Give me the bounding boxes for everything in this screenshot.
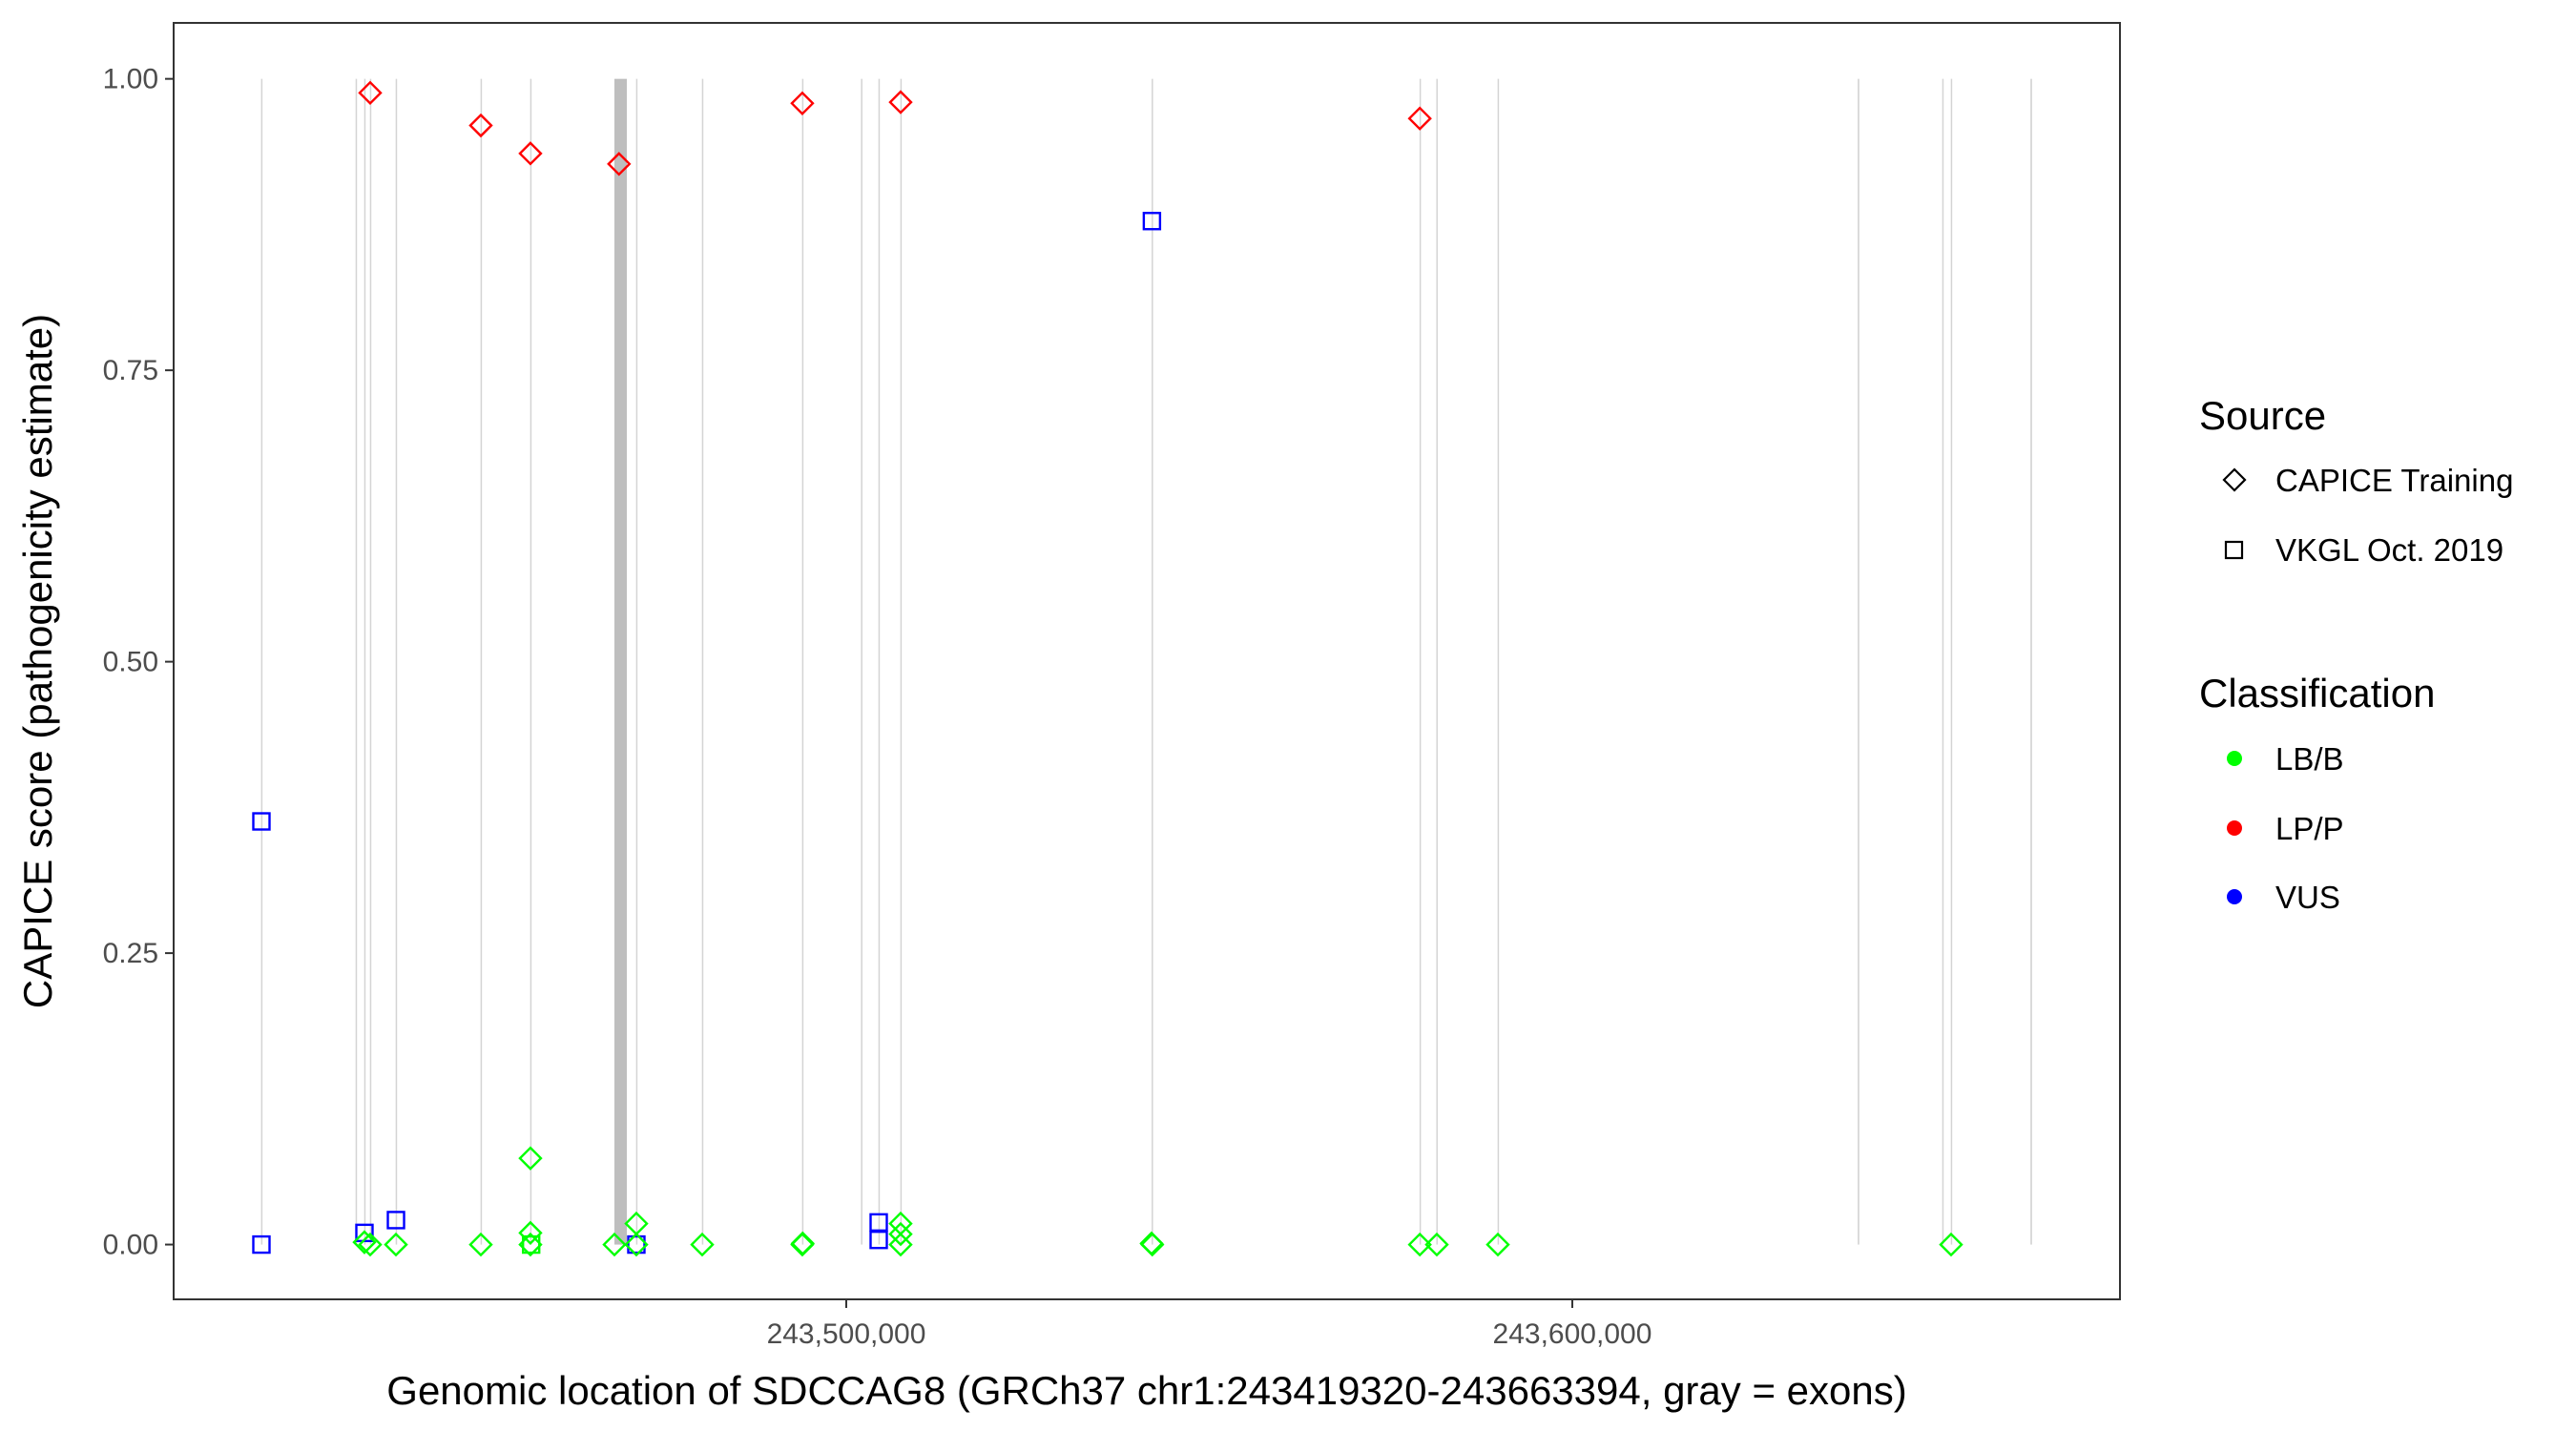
exon-bar: [801, 78, 804, 1245]
point-diamond: [518, 1220, 543, 1246]
y-tick-label: 0.50: [103, 647, 158, 678]
point-diamond: [888, 1232, 913, 1257]
legend-lpp-dot-icon: [2227, 820, 2242, 836]
point-diamond: [384, 1232, 408, 1257]
y-axis-title: CAPICE score (pathogenicity estimate): [15, 314, 60, 1008]
exon-bar: [701, 78, 704, 1245]
legend: Source CAPICE Training VKGL Oct. 2019 Cl…: [2199, 393, 2513, 915]
point-diamond: [1939, 1232, 1963, 1257]
legend-item-capice-training: CAPICE Training: [2275, 463, 2513, 498]
legend-source-title: Source: [2199, 393, 2326, 438]
point-diamond: [624, 1232, 649, 1257]
point-diamond: [1424, 1232, 1449, 1257]
y-tick-label: 1.00: [103, 64, 158, 95]
exon-bar: [1497, 78, 1500, 1245]
exon-bar: [364, 78, 366, 1245]
exon-bar: [1942, 78, 1944, 1245]
point-diamond: [468, 1232, 493, 1257]
exon-bar: [635, 78, 638, 1245]
exon-bar: [1152, 78, 1153, 1245]
exon-bar: [900, 78, 903, 1245]
point-diamond: [690, 1232, 715, 1257]
point-diamond: [518, 1146, 543, 1171]
legend-square-icon: [2224, 540, 2244, 560]
point-square: [522, 1234, 541, 1255]
point-diamond: [602, 1232, 627, 1257]
exon-lines: [260, 78, 2032, 1245]
point-square: [252, 1234, 271, 1255]
point-diamond: [358, 1232, 383, 1257]
legend-item-lbb: LB/B: [2275, 741, 2344, 777]
exon-bar: [878, 78, 881, 1245]
legend-diamond-icon: [2222, 467, 2247, 492]
legend-item-vus: VUS: [2275, 880, 2340, 915]
point-diamond: [1485, 1232, 1510, 1257]
exon-bar: [355, 78, 358, 1245]
exon-bar: [1419, 78, 1422, 1245]
y-tick-label: 0.75: [103, 355, 158, 386]
point-diamond: [518, 141, 543, 166]
exon-bar: [369, 78, 372, 1245]
legend-classification-title: Classification: [2199, 671, 2435, 716]
legend-item-lpp: LP/P: [2275, 811, 2344, 846]
point-square: [386, 1211, 405, 1230]
exon-bar: [1858, 78, 1859, 1245]
point-diamond: [790, 91, 815, 116]
point-diamond: [352, 1230, 377, 1255]
point-diamond: [790, 1231, 816, 1256]
point-square: [252, 812, 271, 831]
exon-bar: [480, 78, 483, 1245]
point-diamond: [1407, 1232, 1432, 1257]
x-tick-label: 243,500,000: [767, 1318, 926, 1350]
x-axis: 243,500,000 243,600,000: [767, 1299, 1652, 1350]
legend-vus-dot-icon: [2227, 889, 2242, 904]
point-square: [627, 1234, 646, 1255]
legend-item-vkgl: VKGL Oct. 2019: [2275, 532, 2503, 568]
point-square: [869, 1213, 888, 1233]
point-diamond: [468, 113, 493, 138]
point-square: [1142, 212, 1162, 231]
exon-bar: [614, 78, 628, 1245]
exon-bar: [861, 78, 862, 1245]
legend-lbb-dot-icon: [2227, 751, 2242, 766]
x-axis-title: Genomic location of SDCCAG8 (GRCh37 chr1…: [386, 1368, 1906, 1413]
point-diamond: [358, 80, 383, 106]
x-tick-label: 243,600,000: [1493, 1318, 1652, 1350]
point-diamond: [888, 1221, 913, 1247]
exon-bar: [2030, 78, 2032, 1245]
exon-bar: [260, 78, 263, 1245]
exon-bar: [1950, 78, 1953, 1245]
point-diamond: [1407, 106, 1432, 131]
y-axis: 0.00 0.25 0.50 0.75 1.00: [103, 64, 174, 1261]
exon-bar: [395, 78, 398, 1245]
y-tick-label: 0.25: [103, 938, 158, 969]
point-diamond: [1140, 1232, 1165, 1257]
point-diamond: [607, 152, 632, 176]
y-tick-label: 0.00: [103, 1230, 158, 1261]
exon-bar: [530, 78, 532, 1245]
data-points: [252, 80, 1963, 1257]
point-diamond: [888, 90, 913, 114]
point-square: [869, 1230, 888, 1250]
exon-bar: [1436, 78, 1438, 1245]
